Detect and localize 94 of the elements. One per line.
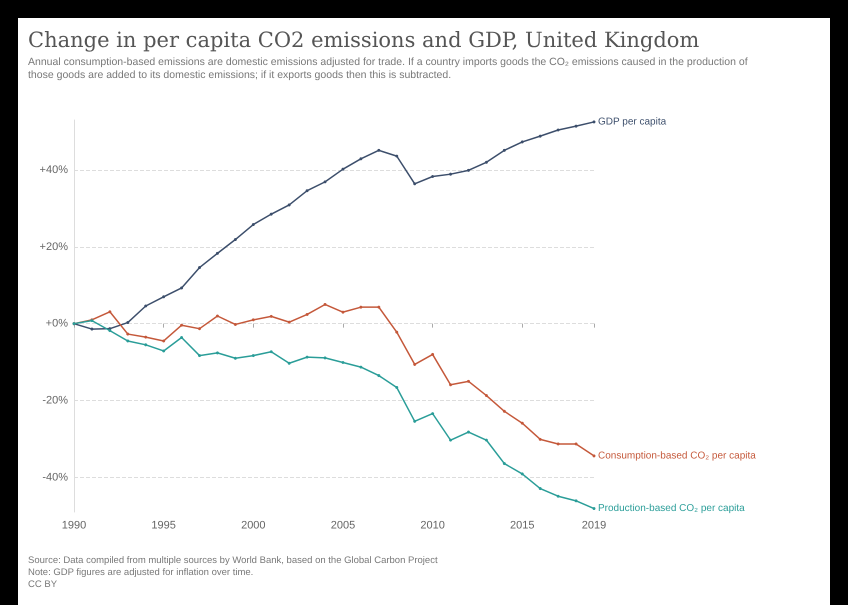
point xyxy=(234,322,237,326)
point xyxy=(270,314,273,318)
point xyxy=(466,430,470,434)
point xyxy=(306,312,309,316)
point xyxy=(216,351,219,354)
point xyxy=(377,306,380,309)
point xyxy=(180,324,184,327)
point xyxy=(395,386,398,389)
point xyxy=(574,124,578,128)
series-label: Consumption-based CO₂ per capita xyxy=(598,450,756,462)
x-tick-label: 2005 xyxy=(330,520,356,532)
x-tick-label: 2000 xyxy=(241,520,266,532)
point xyxy=(538,438,542,441)
point xyxy=(306,189,309,192)
point xyxy=(359,366,362,369)
point xyxy=(126,321,130,324)
point xyxy=(538,487,542,490)
point xyxy=(431,412,434,416)
text: CC BY xyxy=(28,579,58,590)
point xyxy=(449,383,452,386)
point xyxy=(574,442,578,446)
point xyxy=(270,350,273,354)
point xyxy=(413,182,416,186)
point xyxy=(341,310,344,314)
point xyxy=(126,332,130,336)
chart-subtitle: Annual consumption-based emissions are domestic emissions adjusted for trade. If a country imports goods the CO₂ emissions caused in the production of those goods are added to its domestic emissions; if it exports goods then this is subtracted. xyxy=(28,56,748,82)
point xyxy=(484,160,488,164)
point xyxy=(198,266,202,270)
point xyxy=(520,422,524,425)
point xyxy=(413,362,416,366)
point xyxy=(484,438,488,442)
point xyxy=(484,394,488,398)
x-tick-label: 1990 xyxy=(62,520,86,532)
point xyxy=(431,352,434,356)
point xyxy=(359,306,362,309)
point xyxy=(520,140,524,144)
point xyxy=(324,180,327,184)
point xyxy=(466,380,470,383)
point xyxy=(413,420,416,423)
point xyxy=(198,354,202,358)
point xyxy=(574,499,578,502)
point xyxy=(592,454,596,458)
point xyxy=(198,327,202,330)
y-tick-label: +40% xyxy=(40,164,68,176)
point xyxy=(144,336,148,339)
point xyxy=(162,339,166,342)
point xyxy=(449,438,452,442)
point xyxy=(449,172,452,176)
point xyxy=(538,134,542,138)
x-tick-label: 2015 xyxy=(510,520,535,532)
point xyxy=(502,410,506,413)
point xyxy=(270,212,273,216)
x-tick-label: 1995 xyxy=(151,520,176,532)
point xyxy=(359,157,362,160)
point xyxy=(144,304,148,308)
point xyxy=(395,330,398,334)
point xyxy=(592,120,596,124)
line-series xyxy=(72,120,596,331)
point xyxy=(377,148,380,152)
point xyxy=(144,343,148,346)
point xyxy=(234,238,237,242)
point xyxy=(520,472,524,476)
point xyxy=(395,154,398,158)
y-tick-label: -20% xyxy=(42,394,68,407)
chart-title: Change in per capita CO2 emissions and GDP, United Kingdom xyxy=(28,28,700,52)
point xyxy=(306,356,309,359)
x-tick-label: 2019 xyxy=(582,520,606,532)
point xyxy=(466,168,470,172)
text: Note: GDP figures are adjusted for inflation over time. xyxy=(28,567,254,578)
point xyxy=(252,354,255,358)
point xyxy=(502,148,506,152)
point xyxy=(252,223,255,226)
point xyxy=(288,320,291,324)
point xyxy=(252,318,255,322)
x-tick-label: 2010 xyxy=(420,520,445,532)
line-series xyxy=(72,319,596,510)
y-tick-label: -40% xyxy=(42,471,68,484)
source-note: Source: Data compiled from multiple sources by World Bank, based on the Global Carbon Project xyxy=(28,555,438,566)
series-label: Production-based CO₂ per capita xyxy=(598,503,746,514)
point xyxy=(180,286,184,290)
point xyxy=(502,462,506,466)
y-tick-label: +20% xyxy=(40,240,68,253)
point xyxy=(377,374,380,378)
point xyxy=(180,336,184,340)
point xyxy=(234,356,237,360)
point xyxy=(126,339,130,342)
point xyxy=(324,356,327,360)
point xyxy=(288,203,291,206)
point xyxy=(162,349,166,352)
series-label: GDP per capita xyxy=(598,116,667,128)
y-tick-label: +0% xyxy=(46,318,68,330)
point xyxy=(90,328,94,331)
point xyxy=(341,168,344,171)
point xyxy=(216,252,219,255)
